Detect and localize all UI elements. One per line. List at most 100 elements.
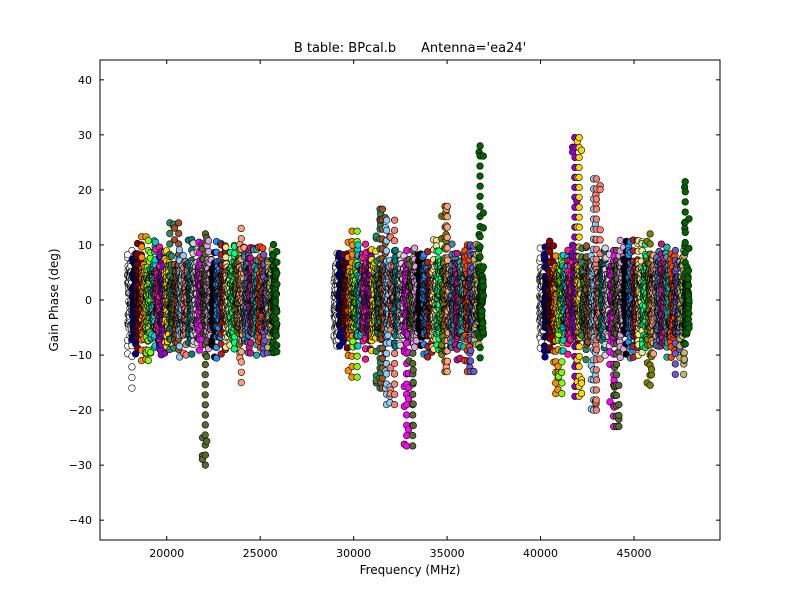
data-point: [271, 298, 280, 306]
data-point: [246, 349, 255, 357]
data-point: [403, 442, 411, 450]
data-point: [128, 384, 136, 392]
data-point: [403, 432, 411, 440]
data-point: [390, 401, 399, 409]
data-point: [353, 227, 361, 235]
data-point: [443, 202, 451, 210]
data-point: [201, 381, 209, 389]
data-point: [222, 243, 230, 251]
data-point: [189, 239, 197, 247]
data-point: [443, 368, 451, 376]
data-point: [237, 368, 245, 376]
data-point: [390, 380, 399, 388]
data-point: [151, 238, 159, 246]
data-point: [201, 421, 209, 429]
data-point: [273, 269, 281, 277]
data-point: [273, 320, 281, 328]
data-point: [391, 216, 399, 224]
data-point: [361, 240, 370, 248]
data-point: [390, 370, 399, 378]
data-point: [390, 226, 399, 234]
data-point: [391, 349, 399, 358]
data-point: [188, 350, 196, 358]
data-point: [124, 251, 132, 259]
data-point: [453, 249, 461, 258]
data-point: [443, 233, 451, 241]
data-point: [409, 390, 417, 399]
data-point: [175, 246, 184, 254]
data-point: [382, 370, 391, 378]
data-point: [273, 308, 281, 316]
data-point: [269, 240, 278, 249]
data-point: [237, 348, 245, 356]
data-point: [144, 356, 152, 365]
data-point: [382, 247, 391, 255]
data-point: [353, 373, 361, 381]
data-point: [179, 252, 187, 260]
data-point: [201, 371, 209, 379]
data-point: [378, 205, 387, 213]
data-point: [383, 216, 391, 224]
data-point: [168, 252, 176, 260]
data-point: [435, 247, 443, 255]
data-point: [403, 339, 411, 347]
data-point: [272, 290, 280, 298]
data-point: [170, 236, 179, 244]
data-point: [237, 224, 245, 232]
data-point: [354, 241, 362, 249]
data-point: [403, 411, 411, 419]
data-point: [424, 248, 432, 256]
data-point: [354, 342, 362, 350]
data-point: [409, 378, 417, 387]
data-point: [391, 360, 399, 368]
data-point: [273, 280, 281, 288]
data-point: [443, 223, 451, 231]
data-point: [443, 213, 451, 221]
data-point: [203, 353, 211, 361]
data-point: [201, 401, 209, 409]
data-point: [201, 361, 209, 369]
data-point: [138, 253, 146, 261]
data-point: [273, 348, 281, 356]
data-point: [448, 240, 456, 248]
data-point: [175, 342, 184, 350]
data-point: [383, 226, 391, 234]
data-point: [260, 251, 268, 259]
chart-title: B table: BPcal.b Antenna='ea24': [294, 41, 526, 56]
data-point: [403, 246, 411, 255]
data-point: [361, 355, 370, 363]
data-point: [204, 237, 213, 245]
data-point: [247, 339, 255, 347]
data-point: [230, 345, 238, 353]
data-point: [201, 411, 209, 419]
data-point: [409, 411, 417, 419]
data-point: [253, 351, 261, 359]
data-point: [166, 229, 174, 238]
data-point: [391, 390, 399, 398]
data-point: [237, 358, 245, 366]
data-point: [411, 343, 419, 351]
data-point: [390, 237, 399, 245]
data-point: [201, 451, 209, 459]
data-point: [443, 357, 452, 365]
data-point: [273, 258, 281, 266]
data-point: [409, 432, 417, 440]
data-point: [409, 366, 417, 374]
data-point: [170, 224, 179, 232]
data-point: [147, 348, 155, 357]
data-point: [161, 349, 169, 357]
data-point: [132, 350, 140, 358]
data-point: [175, 219, 183, 227]
data-point: [272, 332, 280, 340]
data-point: [204, 248, 213, 256]
data-point: [203, 437, 211, 445]
data-point: [353, 352, 361, 360]
data-point: [273, 248, 281, 256]
data-point: [138, 243, 146, 251]
data-point: [273, 341, 281, 350]
data-point: [175, 229, 183, 238]
data-points: [123, 134, 693, 469]
data-point: [259, 244, 267, 252]
data-point: [411, 244, 419, 252]
